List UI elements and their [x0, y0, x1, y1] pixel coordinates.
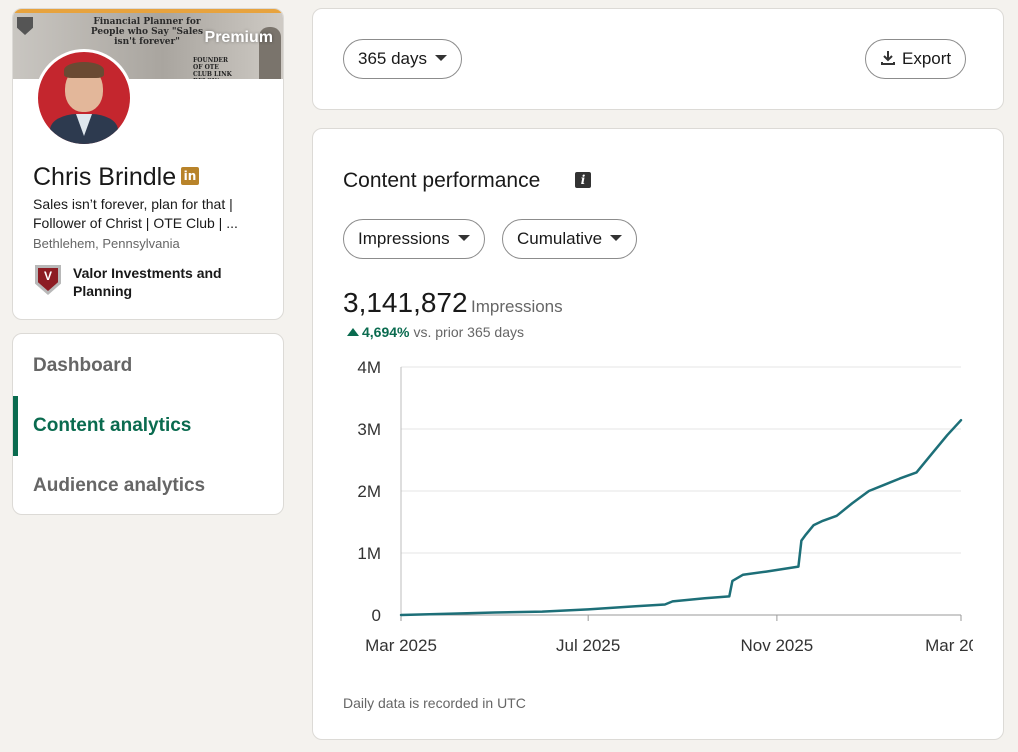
y-tick-label: 1M: [357, 544, 381, 563]
metric-dropdown-label: Impressions: [358, 229, 450, 248]
mode-dropdown[interactable]: Cumulative: [502, 219, 638, 259]
content-performance-card: Content performance i Impressions Cumula…: [312, 128, 1004, 740]
premium-label: Premium: [204, 29, 273, 46]
caret-down-icon: [435, 55, 447, 62]
y-tick-label: 4M: [357, 358, 381, 377]
x-tick-label: Nov 2025: [740, 636, 813, 655]
profile-card: Financial Planner for People who Say "Sa…: [12, 8, 284, 320]
delta-label: vs. prior 365 days: [413, 324, 524, 340]
caret-down-icon: [610, 235, 623, 242]
x-tick-label: Mar 2025: [365, 636, 437, 655]
delta-indicator: 4,694% vs. prior 365 days: [347, 324, 524, 340]
analytics-nav: Dashboard Content analytics Audience ana…: [12, 333, 284, 515]
y-tick-label: 2M: [357, 482, 381, 501]
profile-location: Bethlehem, Pennsylvania: [33, 236, 180, 251]
info-icon[interactable]: i: [575, 172, 591, 188]
mode-dropdown-label: Cumulative: [517, 229, 603, 248]
company-name[interactable]: Valor Investments and Planning: [73, 265, 222, 299]
banner-text: Financial Planner for People who Say "Sa…: [90, 17, 204, 47]
impressions-line-chart[interactable]: 4M 3M 2M 1M 0 Mar 2025 Jul 2025 Nov 2025 Mar 202…: [333, 349, 973, 659]
banner-person-image: [259, 27, 281, 79]
export-label: Export: [902, 49, 952, 68]
nav-item-content-analytics[interactable]: Content analytics: [13, 396, 283, 456]
y-tick-label: 0: [372, 606, 381, 625]
arrow-up-icon: [347, 327, 359, 336]
date-range-label: 365 days: [358, 49, 427, 68]
banner-subtext: FOUNDER OF OTE CLUB LINK BELOW: [193, 57, 232, 79]
delta-percent: 4,694%: [362, 324, 410, 340]
profile-name[interactable]: Chris Brindle: [33, 163, 177, 191]
x-tick-label: Jul 2025: [556, 636, 620, 655]
avatar[interactable]: [35, 49, 133, 147]
x-tick-label: Mar 2026: [925, 636, 973, 655]
nav-item-audience-analytics[interactable]: Audience analytics: [33, 475, 206, 496]
total-impressions-label: Impressions: [471, 297, 563, 316]
caret-down-icon: [457, 235, 470, 242]
content-performance-title: Content performance: [343, 169, 541, 192]
impressions-series-line: [399, 418, 963, 617]
date-range-dropdown[interactable]: 365 days: [343, 39, 462, 79]
nav-item-dashboard[interactable]: Dashboard: [33, 355, 133, 376]
company-logo-icon: V: [35, 265, 61, 295]
linkedin-badge-icon: in: [181, 167, 199, 185]
controls-card: 365 days Export: [312, 8, 1004, 110]
profile-headline: Sales isn’t forever, plan for that | Fol…: [33, 196, 238, 231]
download-icon: [881, 51, 895, 66]
chart-footnote: Daily data is recorded in UTC: [343, 695, 526, 711]
total-impressions-value: 3,141,872: [343, 287, 468, 318]
export-button[interactable]: Export: [865, 39, 967, 79]
metric-dropdown[interactable]: Impressions: [343, 219, 485, 259]
banner-logo-icon: [17, 17, 33, 35]
y-tick-label: 3M: [357, 420, 381, 439]
